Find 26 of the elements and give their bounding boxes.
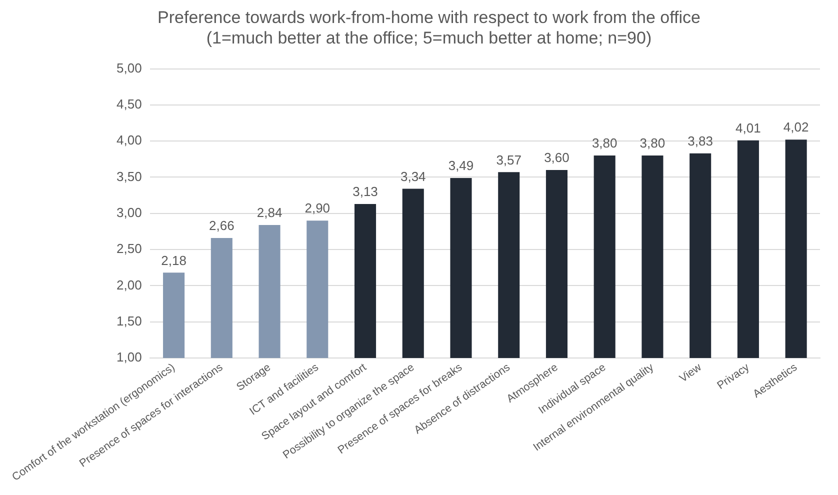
data-label: 2,90 (304, 200, 330, 216)
data-label: 2,84 (256, 205, 282, 220)
y-tick-label: 1,50 (116, 313, 142, 328)
data-label: 3,13 (352, 184, 378, 200)
data-label: 2,18 (161, 252, 186, 268)
data-label: 3,83 (688, 133, 713, 148)
data-label: 3,34 (400, 168, 426, 184)
data-label: 4,01 (736, 120, 761, 136)
y-tick-label: 3,50 (116, 168, 142, 184)
y-tick-label: 4,50 (116, 96, 142, 112)
x-tick-label: View (678, 361, 704, 385)
data-label: 3,80 (592, 136, 618, 151)
y-tick-label: 4,00 (116, 132, 142, 148)
y-tick-label: 2,50 (116, 241, 142, 256)
y-tick-label: 1,00 (116, 350, 142, 365)
y-tick-label: 3,00 (116, 204, 142, 220)
data-label: 2,66 (209, 218, 234, 234)
y-tick-label: 5,00 (116, 60, 142, 76)
data-label: 3,57 (496, 152, 522, 168)
chart-title: Preference towards work-from-home with respect to work from the office (158, 8, 700, 27)
data-label: 3,60 (544, 150, 570, 166)
data-label: 3,49 (448, 158, 474, 174)
data-label: 4,02 (783, 120, 809, 135)
data-label: 3,80 (640, 136, 666, 151)
y-tick-label: 2,00 (116, 277, 142, 292)
chart-subtitle: (1=much better at the office; 5=much better at home; n=90) (206, 28, 652, 48)
